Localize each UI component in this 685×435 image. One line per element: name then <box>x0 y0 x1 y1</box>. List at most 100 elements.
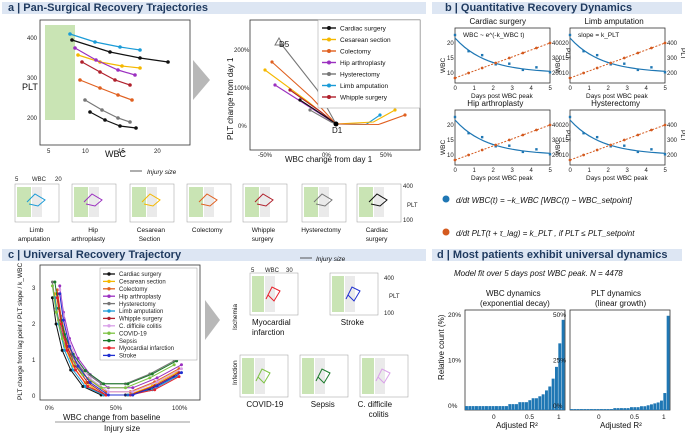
d1-point <box>333 121 339 127</box>
thumbnail-green-zone <box>302 358 314 394</box>
thumbnail-green-zone <box>17 187 31 217</box>
panel-b-title-bar <box>432 2 682 14</box>
thumbnail-trajectory <box>313 193 333 207</box>
tick: 0.5 <box>525 414 534 421</box>
trajectory-line <box>79 79 133 101</box>
histogram-bar <box>488 406 492 410</box>
plt-point <box>568 76 572 80</box>
tick: 50% <box>110 406 123 412</box>
trajectory-point <box>71 368 75 372</box>
histogram-bar <box>610 409 613 410</box>
legend-label: Cesarean section <box>119 280 166 286</box>
histogram-bar <box>485 406 488 410</box>
thumbnail-grey-zone <box>319 187 329 217</box>
ischemia-label: Ischemia <box>232 304 239 330</box>
wbc-point <box>636 68 640 72</box>
trajectory-point <box>126 382 130 386</box>
trajectory-point <box>58 284 62 288</box>
panel-d-title: d | Most patients exhibit universal dyna… <box>437 249 667 261</box>
tick: 0 <box>569 168 573 174</box>
plt-point <box>535 46 538 50</box>
trajectory-point <box>106 393 110 397</box>
thumbnail-trajectory <box>345 286 361 302</box>
plt-point <box>507 138 511 142</box>
tick: 5 <box>47 149 51 155</box>
wbc-point <box>623 62 626 65</box>
histogram-bar <box>531 398 535 410</box>
legend-marker <box>327 37 331 42</box>
wbc-point <box>453 33 457 37</box>
thumb-axis-max: 20 <box>55 177 62 183</box>
legend-label: Sepsis <box>119 339 137 345</box>
trajectory-point <box>108 50 112 54</box>
right-arrow-icon <box>205 300 220 340</box>
thumbnail-label: surgery <box>366 236 388 243</box>
histogram-bar <box>481 406 485 410</box>
tick: 25% <box>553 358 566 365</box>
histogram-bar <box>576 409 580 410</box>
panel-c-injury-label: Injury size <box>104 424 141 433</box>
trajectory-line <box>71 39 169 63</box>
thumbnail-label: Colectomy <box>192 227 223 234</box>
plt-point <box>494 143 498 147</box>
tick: 400 <box>552 41 563 47</box>
tick: 300 <box>27 76 38 82</box>
trajectory-point <box>138 48 142 52</box>
wbc-point <box>595 53 599 57</box>
histogram-bar <box>660 400 663 410</box>
panel-c-frame <box>39 264 201 401</box>
thumbnail-trajectory <box>368 193 388 207</box>
legend-marker <box>327 49 331 53</box>
histogram-bar <box>586 409 590 410</box>
tick: 0 <box>492 414 496 421</box>
panel-a-left-plot: PLT WBC 5 10 15 20 200 300 400 <box>22 19 191 159</box>
trajectory-point <box>123 386 127 390</box>
trajectory-point <box>76 356 80 360</box>
thumbnail-grey-zone <box>345 276 355 312</box>
trajectory-point <box>131 393 135 397</box>
trajectory-point <box>118 124 122 128</box>
tick: 15 <box>447 138 454 144</box>
tick: 0% <box>322 153 331 159</box>
thumb-axis-max: 30 <box>286 268 293 274</box>
thumbnail-green-zone <box>359 187 373 217</box>
tick: 10 <box>562 153 569 159</box>
histogram-bar <box>495 406 498 410</box>
tick: 400 <box>27 36 38 42</box>
panel-a-left-frame <box>39 19 191 146</box>
thumb-axis-label: WBC <box>265 268 280 274</box>
histogram-bar <box>538 396 542 410</box>
tick: 100% <box>234 86 250 92</box>
legend-marker <box>327 72 331 76</box>
trajectory-point <box>58 288 62 292</box>
trajectory-point <box>76 53 80 57</box>
hist1-title-line1: WBC dynamics <box>486 289 541 298</box>
thumbnail-trajectory <box>254 193 274 207</box>
panel-c-title-bar <box>2 249 426 261</box>
trajectory-point <box>179 363 183 367</box>
wbc-point <box>467 49 470 53</box>
trajectory-point <box>69 368 73 372</box>
subplot-title: Hip arthroplasty <box>467 99 523 108</box>
thumbnail-label: Hysterectomy <box>301 227 341 234</box>
infection-label: Infection <box>232 360 239 385</box>
thumbnail-grey-zone <box>265 276 275 312</box>
tick: 4 <box>530 168 534 174</box>
thumbnail-label: colitis <box>369 410 389 419</box>
panel-c-main-plot: PLT change from lag point / PLT slope / … <box>17 263 201 433</box>
trajectory-point <box>86 384 90 388</box>
thumbnail-label: Myocardial <box>252 318 291 327</box>
d5-marker-icon <box>274 36 284 46</box>
thumbnail-grey-zone <box>260 187 270 217</box>
trajectory-point <box>155 376 159 380</box>
histogram-bar <box>583 409 587 410</box>
tick: 15 <box>118 149 125 155</box>
tick: 3 <box>626 86 630 92</box>
subplot-title: Limb amputation <box>585 17 644 26</box>
trajectory-point <box>118 45 122 49</box>
trajectory-point <box>134 126 138 130</box>
trajectory-line <box>335 109 396 125</box>
trajectory-point <box>172 363 176 367</box>
histogram-bar <box>603 409 607 410</box>
